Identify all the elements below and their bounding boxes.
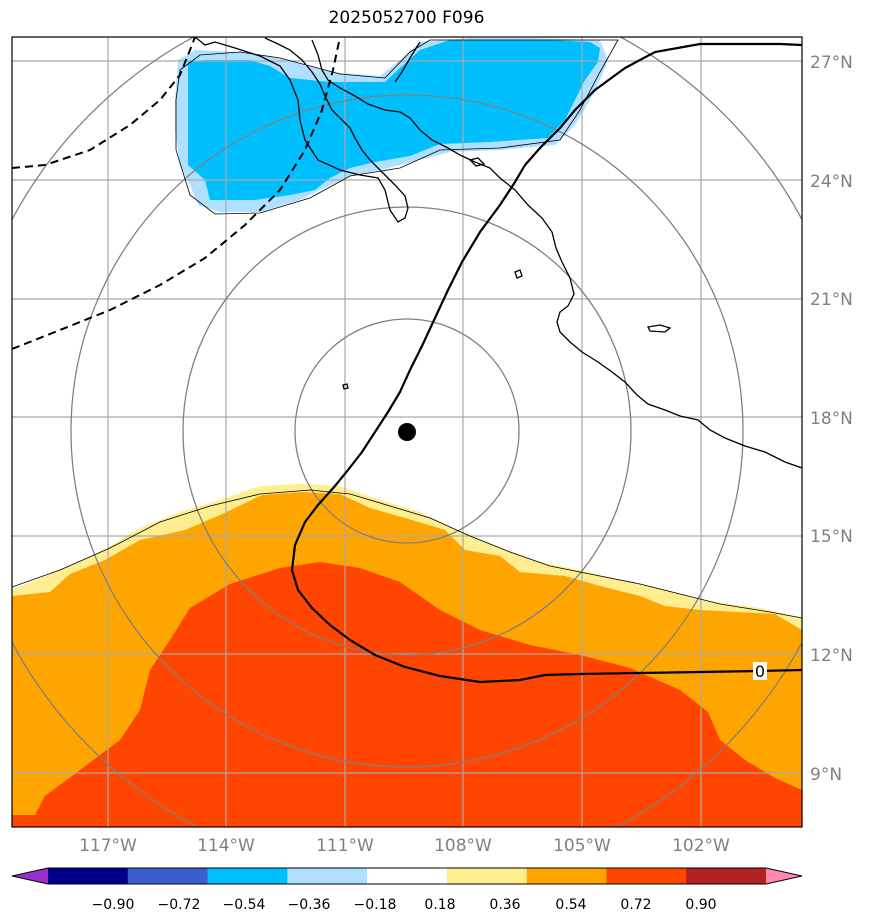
map-frame xyxy=(11,36,803,828)
contour-thin-south xyxy=(12,489,802,619)
lon-label: 114°W xyxy=(197,836,255,856)
colorbar-segment xyxy=(526,868,607,884)
lat-labels: 27°N 24°N 21°N 18°N 15°N 12°N 9°N xyxy=(810,53,853,785)
lat-label: 12°N xyxy=(810,646,853,666)
lat-label: 24°N xyxy=(810,172,853,192)
lat-label: 21°N xyxy=(810,290,853,310)
lon-labels: 117°W 114°W 111°W 108°W 105°W 102°W xyxy=(79,836,730,856)
colorbar-segment xyxy=(207,868,288,884)
colorbar xyxy=(11,867,803,885)
colorbar-extend-low xyxy=(12,868,48,884)
lon-label: 102°W xyxy=(672,836,730,856)
colorbar-tick-label: 0.54 xyxy=(555,897,586,913)
colorbar-tick-label: −0.54 xyxy=(223,897,266,913)
lon-label: 111°W xyxy=(316,836,374,856)
coastlines xyxy=(194,37,802,469)
colorbar-tick-label: −0.72 xyxy=(158,897,201,913)
contour-label-bg xyxy=(753,662,767,680)
lat-label: 27°N xyxy=(810,53,853,73)
lat-label: 9°N xyxy=(810,765,842,785)
lat-label: 18°N xyxy=(810,409,853,429)
lat-label: 15°N xyxy=(810,527,853,547)
colorbar-tick-label: 0.90 xyxy=(685,897,716,913)
contour-label: 0 xyxy=(755,662,765,681)
contour-dashed-1 xyxy=(12,37,196,169)
colorbar-segment xyxy=(606,868,687,884)
storm-center-marker xyxy=(398,423,416,441)
colorbar-segment xyxy=(48,868,129,884)
colorbar-segment xyxy=(287,868,368,884)
colorbar-tick-label: −0.36 xyxy=(288,897,331,913)
colorbar-extend-high xyxy=(766,868,802,884)
map-area xyxy=(12,37,802,827)
colorbar-tick-label: −0.90 xyxy=(92,897,135,913)
range-rings xyxy=(12,37,802,827)
contour-thin-north xyxy=(175,39,619,215)
colorbar-segment xyxy=(686,868,767,884)
map-title: 2025052700 F096 xyxy=(328,8,485,28)
colorbar-tick-label: −0.18 xyxy=(354,897,397,913)
colorbar-segment xyxy=(446,868,528,884)
lon-label: 108°W xyxy=(434,836,492,856)
colorbar-segment xyxy=(367,868,448,884)
colorbar-tick-label: 0.36 xyxy=(489,897,520,913)
colorbar-ticks: −0.90 −0.72 −0.54 −0.36 −0.18 0.18 0.36 … xyxy=(92,897,717,913)
lon-label: 117°W xyxy=(79,836,137,856)
contour-zero-line xyxy=(290,42,802,684)
contour-dashed-2 xyxy=(12,37,341,350)
colorbar-segment xyxy=(127,868,209,884)
colorbar-tick-label: 0.18 xyxy=(424,897,455,913)
colorbar-tick-label: 0.72 xyxy=(620,897,651,913)
field-cyan xyxy=(188,40,600,200)
field-red xyxy=(12,562,802,827)
graticule xyxy=(12,37,802,827)
colorbar-outline xyxy=(11,867,803,885)
lon-label: 105°W xyxy=(553,836,611,856)
